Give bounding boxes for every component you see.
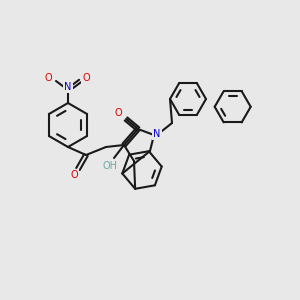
Text: N: N bbox=[153, 129, 161, 139]
Text: O: O bbox=[44, 73, 52, 83]
Text: OH: OH bbox=[103, 161, 118, 171]
Text: O: O bbox=[82, 73, 90, 83]
Text: O: O bbox=[70, 170, 78, 180]
Text: N: N bbox=[64, 82, 72, 92]
Text: O: O bbox=[114, 108, 122, 118]
